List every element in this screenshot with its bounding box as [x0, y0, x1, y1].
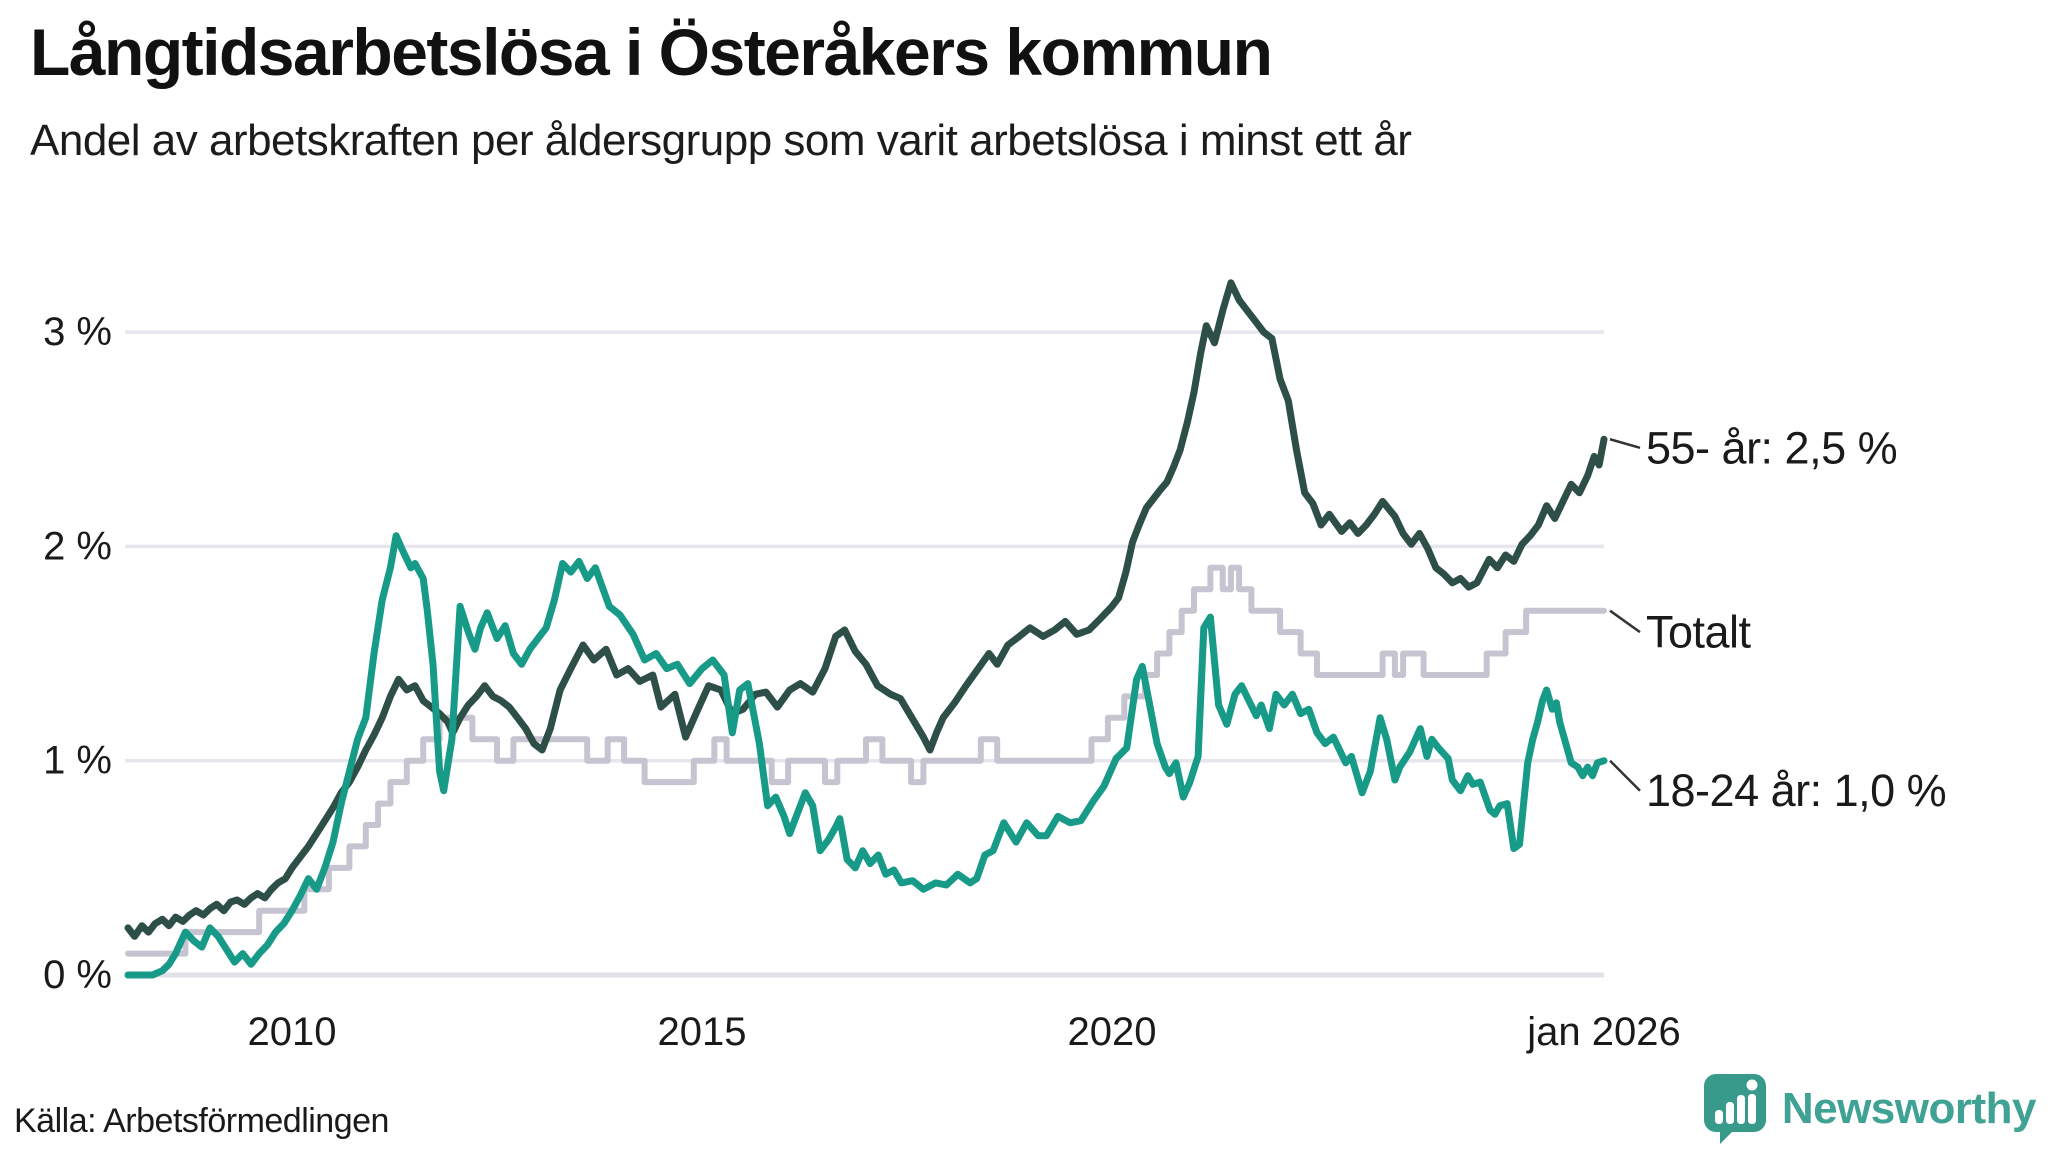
newsworthy-logo: Newsworthy: [1702, 1072, 2037, 1146]
series-line-18-24-r: [124, 532, 1608, 979]
page-subtitle: Andel av arbetskraften per åldersgrupp s…: [30, 116, 1412, 165]
y-tick-label: 0 %: [43, 953, 112, 997]
page-title: Långtidsarbetslösa i Österåkers kommun: [30, 15, 1273, 89]
series-end-label: 55- år: 2,5 %: [1646, 422, 1897, 473]
series-label-connector: [1609, 438, 1641, 450]
x-tick-label: 2010: [248, 1010, 337, 1054]
y-tick-label: 3 %: [43, 310, 112, 354]
series-label-connector: [1609, 759, 1641, 792]
x-tick-label: 2020: [1068, 1010, 1157, 1054]
y-tick-label: 1 %: [43, 739, 112, 783]
series-end-label: 18-24 år: 1,0 %: [1646, 765, 1946, 816]
x-tick-label: 2015: [658, 1010, 747, 1054]
source-note: Källa: Arbetsförmedlingen: [14, 1102, 389, 1140]
series-line-55-r: [124, 279, 1608, 940]
x-tick-label: jan 2026: [1526, 1010, 1680, 1054]
newsworthy-wordmark: Newsworthy: [1781, 1084, 2037, 1133]
series-label-connector: [1609, 609, 1641, 634]
series-line-totalt: [125, 564, 1607, 957]
series-end-label: Totalt: [1646, 607, 1752, 658]
newsworthy-logo-icon: [1703, 1074, 1766, 1144]
y-tick-label: 2 %: [43, 524, 112, 568]
